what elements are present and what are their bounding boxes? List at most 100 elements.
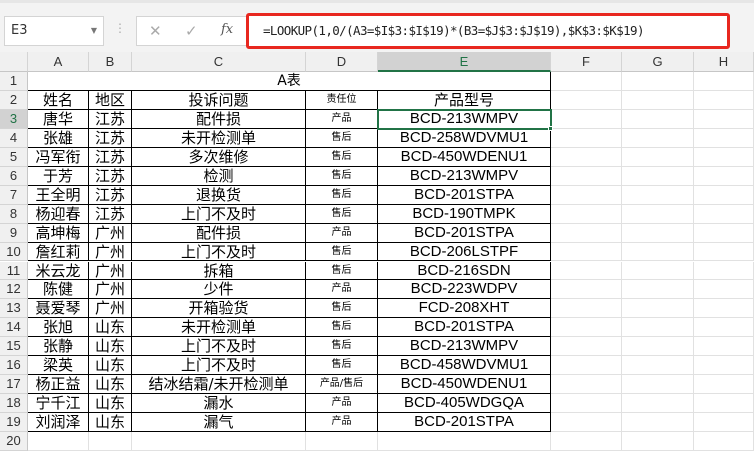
product-model-cell[interactable]: BCD-450WDENU1 [378, 375, 551, 395]
responsibility-cell[interactable]: 售后 [306, 261, 378, 281]
responsibility-cell[interactable]: 售后 [306, 299, 378, 319]
region-cell[interactable]: 江苏 [89, 128, 132, 148]
empty-cell[interactable] [622, 166, 694, 186]
chevron-down-icon[interactable]: ▼ [90, 26, 97, 35]
row-header-15[interactable]: 15 [0, 337, 28, 357]
empty-cell[interactable] [622, 356, 694, 376]
issue-cell[interactable]: 上门不及时 [132, 356, 306, 376]
responsibility-cell[interactable]: 售后 [306, 242, 378, 262]
empty-cell[interactable] [306, 432, 378, 451]
column-header-g[interactable]: G [622, 52, 694, 72]
formula-input[interactable]: =LOOKUP(1,0/(A3=$I$3:$I$19)*(B3=$J$3:$J$… [246, 13, 730, 49]
empty-cell[interactable] [622, 394, 694, 414]
row-header-4[interactable]: 4 [0, 128, 28, 148]
row-header-14[interactable]: 14 [0, 318, 28, 338]
product-model-cell[interactable]: BCD-201STPA [378, 185, 551, 205]
empty-cell[interactable] [622, 432, 694, 451]
empty-cell[interactable] [622, 299, 694, 319]
name-cell[interactable]: 聂爱琴 [28, 299, 89, 319]
empty-cell[interactable] [622, 413, 694, 433]
region-cell[interactable]: 山东 [89, 318, 132, 338]
region-cell[interactable]: 广州 [89, 299, 132, 319]
empty-cell[interactable] [694, 261, 754, 281]
issue-cell[interactable]: 结冰结霜/未开检测单 [132, 375, 306, 395]
empty-cell[interactable] [89, 432, 132, 451]
responsibility-cell[interactable]: 产品/售后 [306, 375, 378, 395]
region-cell[interactable]: 山东 [89, 413, 132, 433]
product-model-cell[interactable]: FCD-208XHT [378, 299, 551, 319]
issue-cell[interactable]: 退换货 [132, 185, 306, 205]
empty-cell[interactable] [622, 185, 694, 205]
empty-cell[interactable] [378, 432, 551, 451]
name-box[interactable]: E3 ▼ [4, 16, 104, 46]
empty-cell[interactable] [551, 185, 622, 205]
empty-cell[interactable] [694, 128, 754, 148]
name-cell[interactable]: 杨迎春 [28, 204, 89, 224]
region-cell[interactable]: 山东 [89, 375, 132, 395]
name-cell[interactable]: 唐华 [28, 109, 89, 129]
empty-cell[interactable] [622, 128, 694, 148]
header-cell[interactable]: 地区 [89, 90, 132, 110]
name-cell[interactable]: 张静 [28, 337, 89, 357]
name-cell[interactable]: 高坤梅 [28, 223, 89, 243]
row-header-3[interactable]: 3 [0, 109, 28, 129]
empty-cell[interactable] [694, 242, 754, 262]
empty-cell[interactable] [551, 394, 622, 414]
column-header-d[interactable]: D [306, 52, 378, 72]
empty-cell[interactable] [551, 90, 622, 110]
empty-cell[interactable] [622, 147, 694, 167]
drag-handle-icon[interactable]: ⋮ [114, 21, 126, 35]
row-header-17[interactable]: 17 [0, 375, 28, 395]
empty-cell[interactable] [551, 261, 622, 281]
empty-cell[interactable] [694, 394, 754, 414]
empty-cell[interactable] [622, 242, 694, 262]
empty-cell[interactable] [551, 128, 622, 148]
issue-cell[interactable]: 上门不及时 [132, 204, 306, 224]
empty-cell[interactable] [694, 204, 754, 224]
empty-cell[interactable] [551, 166, 622, 186]
empty-cell[interactable] [622, 109, 694, 129]
responsibility-cell[interactable]: 产品 [306, 280, 378, 300]
region-cell[interactable]: 广州 [89, 261, 132, 281]
column-header-b[interactable]: B [89, 52, 132, 72]
issue-cell[interactable]: 开箱验货 [132, 299, 306, 319]
product-model-cell[interactable]: BCD-223WDPV [378, 280, 551, 300]
empty-cell[interactable] [622, 375, 694, 395]
responsibility-cell[interactable]: 售后 [306, 318, 378, 338]
empty-cell[interactable] [694, 337, 754, 357]
product-model-cell[interactable]: BCD-450WDENU1 [378, 147, 551, 167]
empty-cell[interactable] [694, 109, 754, 129]
responsibility-cell[interactable]: 产品 [306, 394, 378, 414]
empty-cell[interactable] [551, 413, 622, 433]
name-cell[interactable]: 杨正益 [28, 375, 89, 395]
empty-cell[interactable] [551, 318, 622, 338]
empty-cell[interactable] [28, 432, 89, 451]
name-cell[interactable]: 张旭 [28, 318, 89, 338]
name-cell[interactable]: 宁千江 [28, 394, 89, 414]
insert-function-icon[interactable]: fx [221, 22, 234, 37]
responsibility-cell[interactable]: 售后 [306, 356, 378, 376]
header-cell[interactable]: 投诉问题 [132, 90, 306, 110]
region-cell[interactable]: 江苏 [89, 166, 132, 186]
responsibility-cell[interactable]: 售后 [306, 337, 378, 357]
region-cell[interactable]: 江苏 [89, 204, 132, 224]
issue-cell[interactable]: 配件损 [132, 223, 306, 243]
row-header-18[interactable]: 18 [0, 394, 28, 414]
empty-cell[interactable] [694, 356, 754, 376]
row-header-1[interactable]: 1 [0, 72, 28, 91]
row-header-6[interactable]: 6 [0, 166, 28, 186]
empty-cell[interactable] [694, 72, 754, 91]
row-header-8[interactable]: 8 [0, 204, 28, 224]
issue-cell[interactable]: 检测 [132, 166, 306, 186]
responsibility-cell[interactable]: 售后 [306, 147, 378, 167]
product-model-cell[interactable]: BCD-201STPA [378, 318, 551, 338]
name-cell[interactable]: 陈健 [28, 280, 89, 300]
empty-cell[interactable] [551, 242, 622, 262]
empty-cell[interactable] [694, 432, 754, 451]
responsibility-cell[interactable]: 产品 [306, 413, 378, 433]
row-header-12[interactable]: 12 [0, 280, 28, 300]
issue-cell[interactable]: 未开检测单 [132, 318, 306, 338]
table-title[interactable]: A表 [28, 72, 551, 91]
enter-icon[interactable]: ✓ [185, 22, 198, 40]
product-model-cell[interactable]: BCD-216SDN [378, 261, 551, 281]
